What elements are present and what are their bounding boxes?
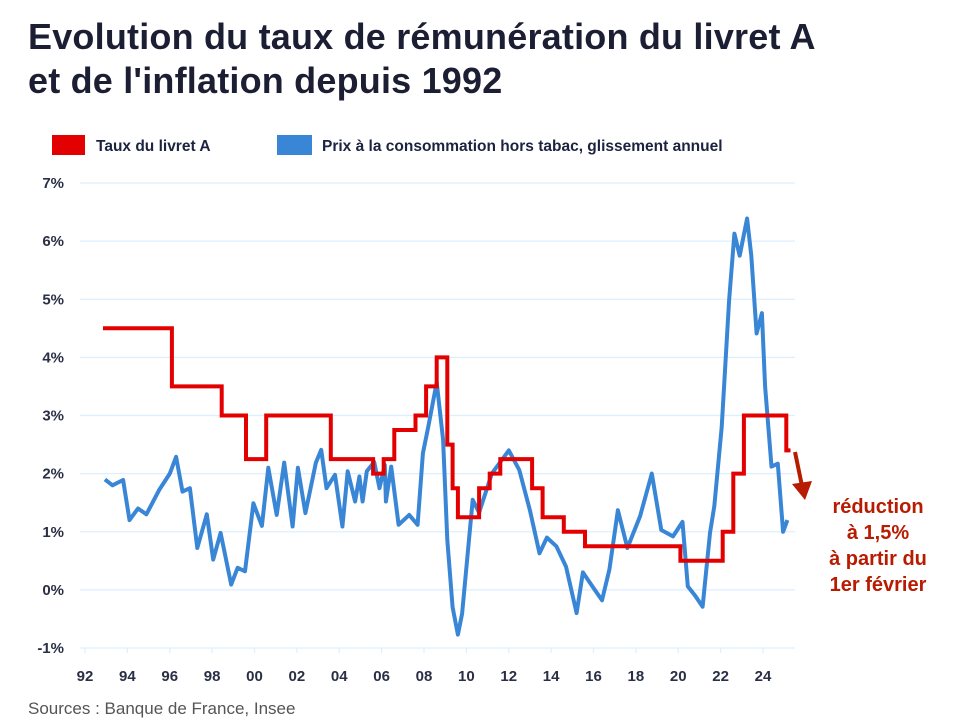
y-tick-label: 7% [42, 175, 64, 192]
legend: Taux du livret A Prix à la consommation … [52, 135, 723, 155]
x-tick-label: 00 [246, 668, 263, 685]
x-tick-label: 94 [119, 668, 136, 685]
legend-label-inflation: Prix à la consommation hors tabac, gliss… [322, 138, 723, 155]
annotation-line-3: à partir du [829, 548, 927, 570]
x-tick-label: 02 [289, 668, 306, 685]
legend-swatch-livret [52, 135, 85, 155]
arrow-down-icon [792, 481, 812, 500]
x-tick-label: 04 [331, 668, 348, 685]
x-tick-label: 12 [500, 668, 517, 685]
x-tick-label: 22 [712, 668, 729, 685]
y-tick-label: 6% [42, 233, 64, 250]
annotation-line-2: à 1,5% [847, 522, 909, 544]
y-tick-label: 5% [42, 291, 64, 308]
y-tick-label: 2% [42, 466, 64, 483]
chart-title-line1: Evolution du taux de rémunération du liv… [28, 16, 816, 57]
y-tick-label: 4% [42, 349, 64, 366]
series-line-livret [103, 326, 791, 563]
x-tick-label: 96 [161, 668, 178, 685]
x-tick-label: 06 [373, 668, 390, 685]
x-tick-label: 08 [416, 668, 433, 685]
annotation-line-1: réduction [832, 496, 923, 518]
y-tick-label: 0% [42, 582, 64, 599]
x-tick-label: 20 [670, 668, 687, 685]
x-tick-label: 18 [628, 668, 645, 685]
y-axis: 7% 6% 5% 4% 3% 2% 1% 0% -1% [37, 175, 64, 657]
x-tick-label: 98 [204, 668, 221, 685]
x-tick-label: 92 [77, 668, 94, 685]
x-tick-label: 16 [585, 668, 602, 685]
legend-label-livret: Taux du livret A [96, 138, 211, 155]
x-axis: 92 94 96 98 00 02 04 06 08 10 12 14 16 18 20 22 24 [77, 648, 772, 685]
chart-title-line2: et de l'inflation depuis 1992 [28, 60, 503, 101]
legend-swatch-inflation [277, 135, 312, 155]
x-tick-label: 24 [755, 668, 772, 685]
annotation: réduction à 1,5% à partir du 1er février [792, 451, 927, 596]
y-tick-label: -1% [37, 640, 64, 657]
annotation-line-4: 1er février [830, 574, 927, 596]
x-tick-label: 10 [458, 668, 475, 685]
arrow-line [793, 451, 804, 487]
source-note: Sources : Banque de France, Insee [28, 699, 296, 718]
y-tick-label: 3% [42, 408, 64, 425]
x-tick-label: 14 [543, 668, 560, 685]
plot-area [103, 216, 791, 637]
y-tick-label: 1% [42, 524, 64, 541]
